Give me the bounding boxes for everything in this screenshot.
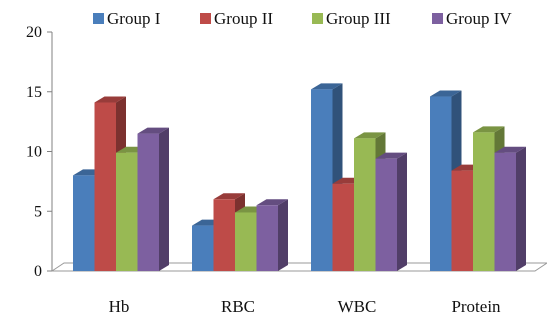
y-axis-ticks: 0 5 10 15 20 — [26, 24, 52, 280]
legend: Group I Group II Group III Group IV — [93, 9, 512, 28]
bar-top — [354, 132, 386, 139]
bar — [375, 152, 407, 271]
bar-front — [94, 102, 116, 271]
bar-front — [451, 170, 473, 271]
bar-top — [94, 96, 126, 103]
y-tick-label: 15 — [26, 84, 42, 101]
bar-top — [375, 152, 407, 159]
legend-item: Group IV — [432, 9, 512, 28]
bar-top — [494, 146, 526, 153]
category-labels: Hb RBC WBC Protein — [109, 297, 501, 316]
bar-front — [494, 152, 516, 271]
bar-top — [256, 199, 288, 206]
bar-top — [137, 127, 169, 134]
bar-front — [73, 175, 95, 271]
bar-front — [375, 158, 397, 271]
bars — [73, 83, 526, 271]
category-label: Protein — [451, 297, 501, 316]
bar — [137, 127, 169, 271]
legend-item: Group II — [200, 9, 273, 28]
legend-label: Group II — [214, 9, 273, 28]
bar-top — [213, 193, 245, 200]
bar — [494, 146, 526, 271]
y-tick-label: 5 — [34, 203, 42, 220]
bar-side — [516, 146, 526, 271]
bar-top — [473, 126, 505, 133]
y-tick-label: 20 — [26, 24, 42, 41]
category-label: Hb — [109, 297, 130, 316]
legend-swatch — [432, 13, 443, 24]
bar-side — [397, 152, 407, 271]
bar-front — [332, 183, 354, 271]
bar-top — [430, 90, 462, 97]
bar-front — [354, 138, 376, 271]
bar-front — [192, 225, 214, 271]
bar-front — [430, 96, 452, 271]
legend-item: Group III — [312, 9, 391, 28]
bar-side — [278, 199, 288, 271]
bar-front — [116, 152, 138, 271]
bar — [256, 199, 288, 271]
legend-item: Group I — [93, 9, 161, 28]
bar-top — [311, 83, 343, 90]
bar-front — [256, 205, 278, 271]
legend-label: Group IV — [446, 9, 512, 28]
category-label: WBC — [338, 297, 377, 316]
bar-side — [159, 127, 169, 271]
y-tick-label: 10 — [26, 144, 42, 161]
bar-front — [137, 133, 159, 271]
legend-label: Group III — [326, 9, 391, 28]
bar-front — [213, 199, 235, 271]
bar-front — [473, 132, 495, 271]
bar-front — [235, 212, 257, 271]
category-label: RBC — [221, 297, 255, 316]
legend-swatch — [93, 13, 104, 24]
bar-front — [311, 89, 333, 271]
legend-swatch — [312, 13, 323, 24]
y-tick-label: 0 — [34, 263, 42, 280]
legend-swatch — [200, 13, 211, 24]
legend-label: Group I — [107, 9, 161, 28]
